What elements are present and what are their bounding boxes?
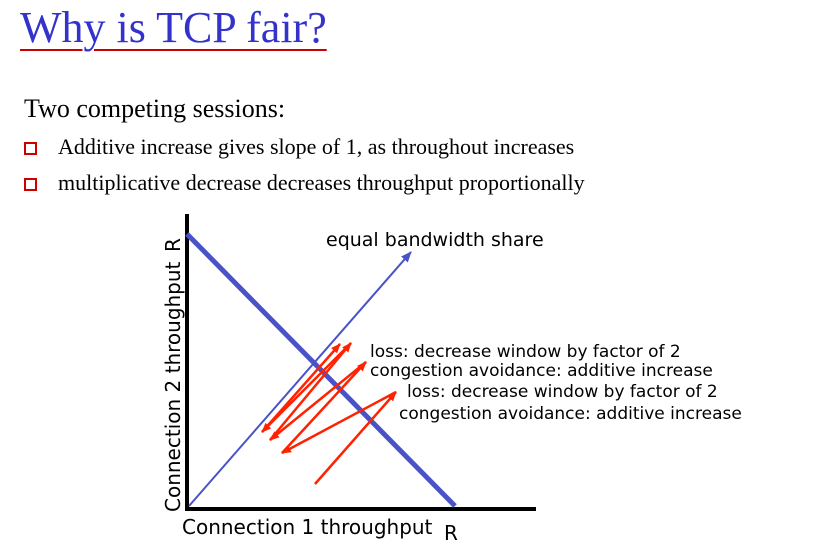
slide-subtitle: Two competing sessions: — [24, 94, 286, 123]
bullet-item: Additive increase gives slope of 1, as t… — [24, 134, 574, 160]
bullet-text: multiplicative decrease decreases throug… — [58, 170, 585, 195]
trajectory-segment — [314, 391, 397, 485]
trajectory-segment — [269, 361, 367, 441]
capacity-line — [185, 232, 457, 508]
square-bullet-icon — [24, 141, 37, 155]
trajectory-segment — [281, 361, 367, 454]
trajectory-segment — [261, 343, 341, 433]
y-axis-max-label: R — [161, 238, 185, 252]
trajectory-segment — [269, 342, 352, 441]
equal-share-line — [188, 251, 412, 507]
x-axis-max-label: R — [444, 521, 458, 545]
trajectory-segment — [261, 342, 352, 433]
bullet-text: Additive increase gives slope of 1, as t… — [58, 134, 575, 159]
annotation-loss: loss: decrease window by factor of 2 — [370, 342, 681, 362]
y-axis-label: Connection 2 throughput — [161, 261, 185, 512]
x-axis-label: Connection 1 throughput — [182, 515, 433, 539]
equal-share-label: equal bandwidth share — [326, 229, 544, 251]
square-bullet-icon — [24, 177, 37, 191]
trajectory — [261, 342, 397, 485]
annotation-congestion-avoidance: congestion avoidance: additive increase — [399, 404, 742, 424]
trajectory-segment — [281, 390, 397, 455]
annotation-loss: loss: decrease window by factor of 2 — [407, 382, 718, 402]
annotation-congestion-avoidance: congestion avoidance: additive increase — [370, 361, 713, 381]
slide-title: Why is TCP fair? — [20, 3, 327, 52]
bullet-item: multiplicative decrease decreases throug… — [24, 170, 585, 196]
